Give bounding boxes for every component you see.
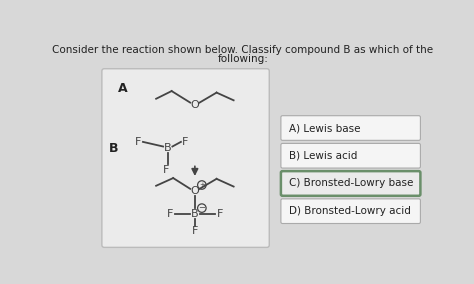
Text: F: F [217,209,223,219]
Text: F: F [167,209,173,219]
Text: B) Lewis acid: B) Lewis acid [289,151,357,161]
Text: F: F [182,137,188,147]
Text: −: − [198,204,205,213]
Text: +: + [199,182,205,188]
FancyBboxPatch shape [281,171,420,196]
FancyBboxPatch shape [281,199,420,224]
Text: following:: following: [218,54,268,64]
Text: F: F [163,165,169,175]
Text: F: F [191,226,198,236]
Text: C) Bronsted-Lowry base: C) Bronsted-Lowry base [289,178,413,189]
Text: Consider the reaction shown below. Classify compound B as which of the: Consider the reaction shown below. Class… [52,45,434,55]
Text: B: B [164,143,172,153]
Text: D) Bronsted-Lowry acid: D) Bronsted-Lowry acid [289,206,410,216]
FancyBboxPatch shape [281,116,420,140]
FancyBboxPatch shape [281,143,420,168]
Text: F: F [135,137,141,147]
Text: O: O [191,100,199,110]
Text: B: B [191,209,199,219]
Text: O: O [191,186,199,196]
FancyBboxPatch shape [102,69,269,247]
Text: A) Lewis base: A) Lewis base [289,123,360,133]
Text: B: B [109,141,118,154]
Text: A: A [118,82,128,95]
